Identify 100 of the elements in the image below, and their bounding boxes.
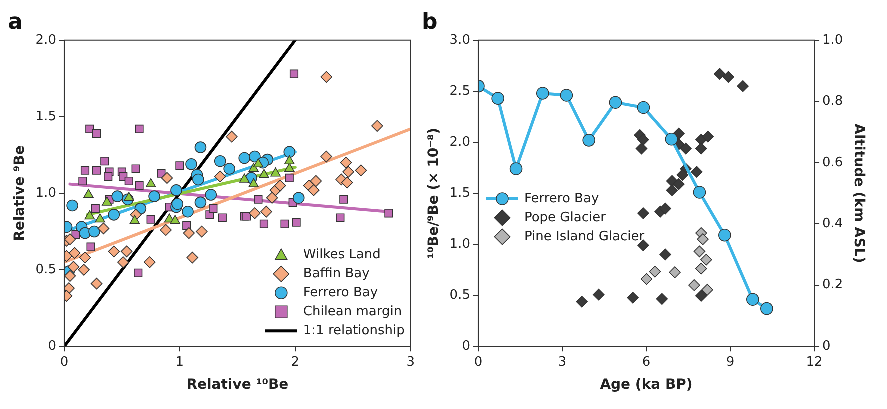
point <box>86 124 94 134</box>
point <box>214 170 226 183</box>
point <box>292 192 305 204</box>
legend-label: Baffin Bay <box>303 266 370 282</box>
point <box>702 130 714 143</box>
point <box>592 288 605 301</box>
point <box>697 234 709 246</box>
y2-axis-title: Altitude (km ASL) <box>850 124 867 264</box>
point <box>280 220 290 228</box>
point <box>160 224 172 236</box>
point <box>536 87 550 100</box>
point <box>666 184 678 196</box>
point <box>104 172 113 181</box>
point <box>760 302 774 316</box>
y-axis-title: ¹⁰Be/⁹Be (× 10⁻⁸) <box>426 128 442 260</box>
point <box>196 226 208 238</box>
point <box>582 134 596 147</box>
legend-label: Ferrero Bay <box>303 285 378 300</box>
point <box>266 192 278 204</box>
point <box>238 152 250 164</box>
point <box>80 166 90 175</box>
point <box>336 214 345 222</box>
point <box>260 206 272 218</box>
y2-tick-label: 0.4 <box>822 216 844 232</box>
point <box>693 186 706 199</box>
point <box>340 156 352 169</box>
legend-label: Pine Island Glacier <box>524 229 646 244</box>
point <box>609 96 622 110</box>
point <box>144 256 156 268</box>
chart-title: a <box>8 10 23 35</box>
point <box>102 196 112 206</box>
point <box>680 142 692 155</box>
y-tick-label: 0 <box>48 338 56 354</box>
point <box>248 178 259 188</box>
point <box>64 234 76 246</box>
point <box>700 254 712 266</box>
point <box>691 166 703 178</box>
point <box>146 215 156 224</box>
point <box>718 228 732 242</box>
point <box>340 195 348 204</box>
point <box>660 248 672 261</box>
point <box>239 174 250 183</box>
point <box>254 195 263 204</box>
y-tick-label: 2.0 <box>450 134 470 150</box>
point <box>68 261 80 273</box>
point <box>120 246 133 258</box>
x-tick-label: 9 <box>726 354 735 370</box>
point <box>218 214 227 222</box>
point <box>88 226 100 238</box>
point <box>183 227 196 240</box>
point <box>676 169 689 182</box>
y2-tick-label: 0.6 <box>822 155 844 170</box>
y-tick-label: 0.5 <box>36 262 56 278</box>
point <box>492 92 504 105</box>
point <box>290 70 299 78</box>
point <box>91 204 100 214</box>
point <box>242 212 252 221</box>
point <box>84 189 94 198</box>
point <box>384 209 394 218</box>
y-tick-label: 1.5 <box>450 186 470 201</box>
point <box>310 175 322 188</box>
y2-tick-label: 1.0 <box>822 32 844 48</box>
point <box>308 184 320 196</box>
point <box>182 206 194 218</box>
point <box>124 176 134 186</box>
point <box>270 168 281 177</box>
point <box>68 247 81 260</box>
point <box>714 68 726 80</box>
point <box>100 157 110 166</box>
point <box>170 184 182 196</box>
point <box>284 146 296 158</box>
point <box>66 200 78 212</box>
legend-label: 1:1 relationship <box>303 323 405 338</box>
legend-label: Ferrero Bay <box>524 191 600 206</box>
point <box>746 293 760 306</box>
point <box>576 296 588 308</box>
point <box>656 293 668 306</box>
y2-tick-label: 0 <box>822 338 831 354</box>
point <box>95 214 106 223</box>
point <box>722 71 734 84</box>
y2-tick-label: 0.8 <box>822 94 844 110</box>
x-tick-label: 3 <box>558 354 567 370</box>
x-tick-label: 2 <box>291 354 300 370</box>
point <box>135 182 144 190</box>
point <box>284 155 295 164</box>
point <box>665 133 678 146</box>
point <box>260 220 269 228</box>
point <box>64 282 75 294</box>
point <box>638 240 650 252</box>
point <box>636 142 648 155</box>
point <box>342 166 354 178</box>
point <box>124 192 134 202</box>
point <box>669 266 681 278</box>
point <box>135 124 144 134</box>
point <box>108 246 120 258</box>
point <box>172 198 184 210</box>
x-tick-label: 1 <box>176 354 184 370</box>
point <box>320 71 332 84</box>
point <box>130 215 140 224</box>
y-tick-label: 0.5 <box>450 288 470 303</box>
